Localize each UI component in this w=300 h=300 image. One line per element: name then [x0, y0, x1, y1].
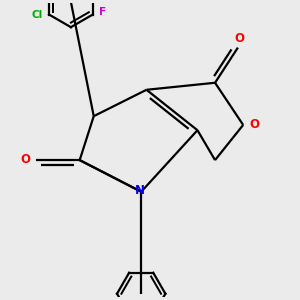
Text: N: N	[135, 184, 145, 197]
Text: O: O	[20, 153, 30, 166]
Text: Cl: Cl	[31, 10, 42, 20]
Text: F: F	[99, 7, 106, 17]
Text: O: O	[249, 118, 259, 131]
Text: O: O	[234, 32, 244, 45]
